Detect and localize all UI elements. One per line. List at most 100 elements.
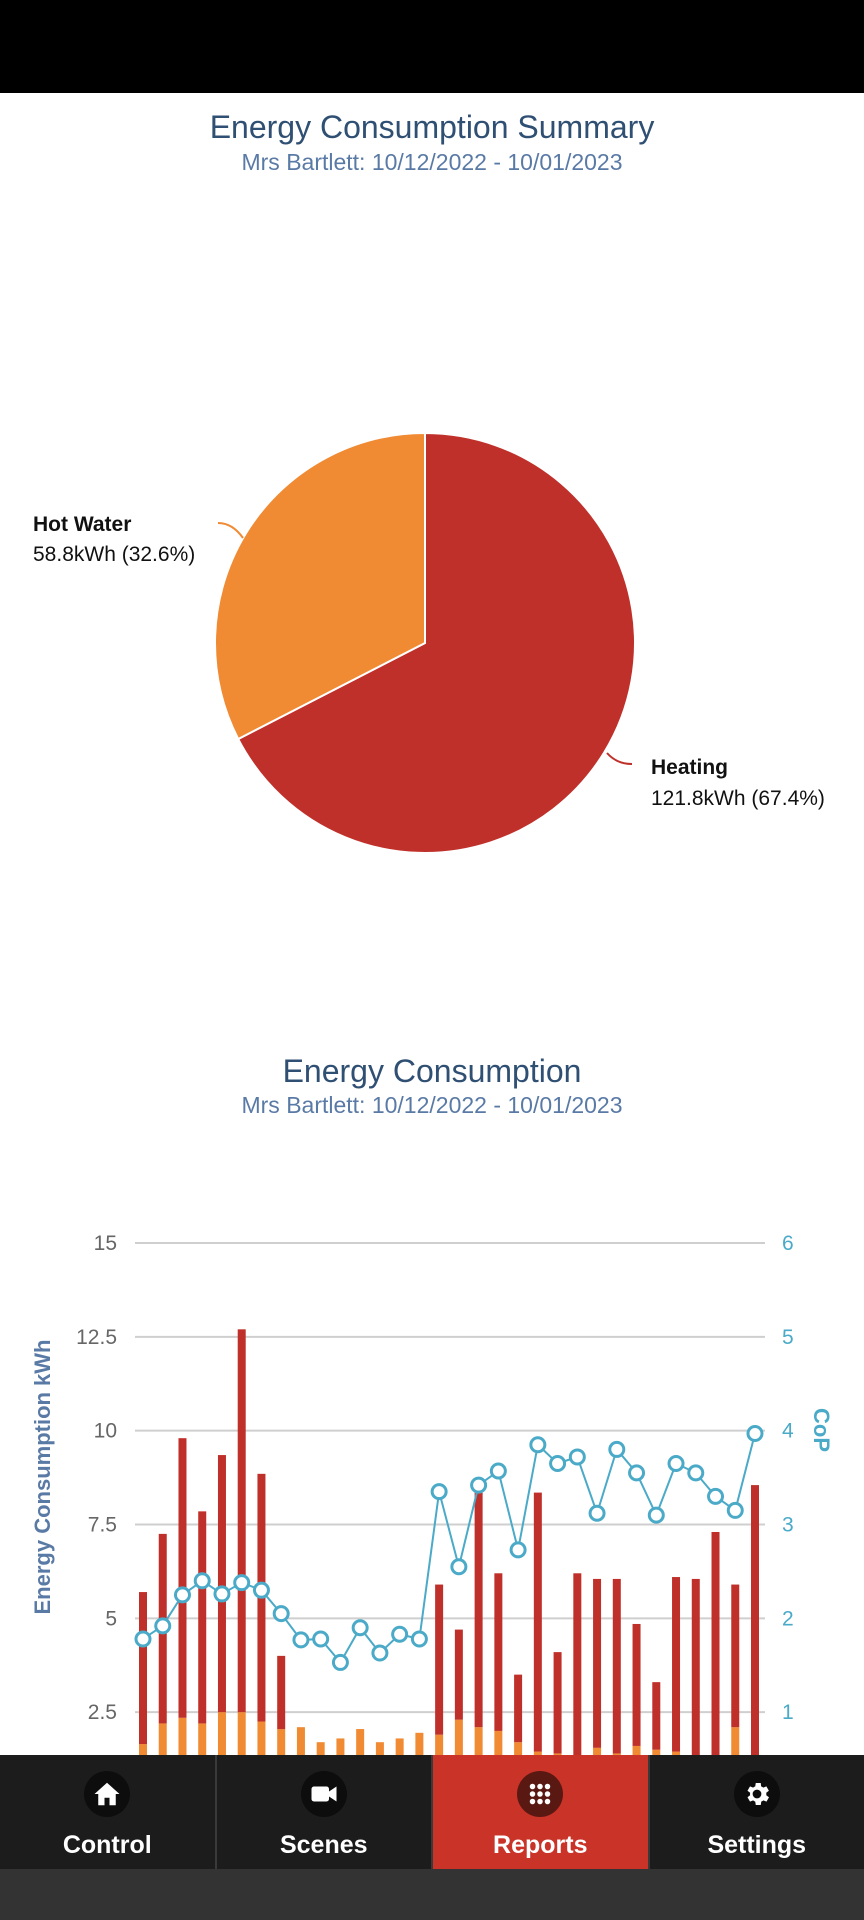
cop-point[interactable] <box>608 1440 626 1458</box>
bar-hot-water[interactable] <box>593 1747 602 1755</box>
cop-point[interactable] <box>549 1455 567 1473</box>
cop-point[interactable] <box>588 1504 606 1522</box>
bar-hot-water[interactable] <box>474 1727 483 1755</box>
bar-heating[interactable] <box>652 1682 661 1750</box>
cop-point[interactable] <box>726 1501 744 1519</box>
bar-hot-water[interactable] <box>336 1738 345 1755</box>
cop-point[interactable] <box>450 1558 468 1576</box>
bar-heating[interactable] <box>454 1629 463 1720</box>
bar-heating[interactable] <box>691 1578 700 1755</box>
cop-point[interactable] <box>233 1574 251 1592</box>
bar-hot-water[interactable] <box>612 1753 621 1755</box>
cop-point[interactable] <box>568 1448 586 1466</box>
pie-slice-heating[interactable] <box>236 431 636 854</box>
bar-hot-water[interactable] <box>316 1742 325 1755</box>
cop-point[interactable] <box>154 1617 172 1635</box>
bar-heating[interactable] <box>731 1584 740 1728</box>
bar-heating[interactable] <box>277 1655 286 1730</box>
content-scroll-area[interactable]: Energy Consumption Summary Mrs Bartlett:… <box>0 93 864 1755</box>
cop-point[interactable] <box>173 1586 191 1604</box>
cop-point[interactable] <box>193 1572 211 1590</box>
cop-point[interactable] <box>489 1462 507 1480</box>
bar-hot-water[interactable] <box>514 1742 523 1755</box>
bar-hot-water[interactable] <box>494 1730 503 1755</box>
bar-heating[interactable] <box>573 1573 582 1755</box>
bar-heating[interactable] <box>474 1492 483 1728</box>
bar-hot-water[interactable] <box>356 1729 365 1755</box>
bar-hot-water[interactable] <box>217 1712 226 1755</box>
cop-point[interactable] <box>430 1483 448 1501</box>
cop-point[interactable] <box>252 1581 270 1599</box>
cop-point[interactable] <box>746 1424 764 1442</box>
bar-heating[interactable] <box>198 1511 207 1724</box>
bar-heating[interactable] <box>751 1485 759 1755</box>
bar-hot-water[interactable] <box>415 1732 424 1755</box>
bar-heating[interactable] <box>612 1578 621 1754</box>
bar-heating[interactable] <box>533 1492 542 1752</box>
y-left-tick-label: 2.5 <box>88 1701 117 1724</box>
bar-heating[interactable] <box>593 1578 602 1748</box>
cop-point[interactable] <box>351 1619 369 1637</box>
bar-hot-water[interactable] <box>632 1745 641 1755</box>
bar-hot-water[interactable] <box>533 1751 542 1755</box>
cop-point[interactable] <box>707 1487 725 1505</box>
cop-point[interactable] <box>410 1630 428 1648</box>
nav-settings[interactable]: Settings <box>650 1755 864 1869</box>
bar-heating[interactable] <box>237 1329 246 1713</box>
bar-heating[interactable] <box>178 1438 187 1718</box>
bar-hot-water[interactable] <box>652 1749 661 1755</box>
cop-point[interactable] <box>312 1630 330 1648</box>
bar-hot-water[interactable] <box>435 1734 444 1755</box>
nav-reports-label: Reports <box>493 1831 588 1859</box>
y-left-tick-label: 15 <box>94 1232 117 1255</box>
bar-hot-water[interactable] <box>375 1742 384 1755</box>
cop-point[interactable] <box>628 1464 646 1482</box>
y-left-tick-label: 10 <box>94 1420 117 1443</box>
bar-hot-water[interactable] <box>237 1712 246 1755</box>
bar-heating[interactable] <box>672 1577 681 1752</box>
cop-point[interactable] <box>509 1541 527 1559</box>
cop-point[interactable] <box>371 1644 389 1662</box>
bar-heating[interactable] <box>217 1455 226 1713</box>
cop-point[interactable] <box>213 1585 231 1603</box>
cop-point[interactable] <box>667 1455 685 1473</box>
bar-heating[interactable] <box>632 1623 641 1746</box>
nav-control[interactable]: Control <box>0 1755 217 1869</box>
bar-heating[interactable] <box>711 1532 720 1755</box>
bar-hot-water[interactable] <box>454 1719 463 1755</box>
cop-point[interactable] <box>134 1630 152 1648</box>
bar-heating[interactable] <box>494 1573 503 1731</box>
bar-hot-water[interactable] <box>257 1721 266 1755</box>
bar-hot-water[interactable] <box>395 1738 404 1755</box>
cop-point[interactable] <box>272 1605 290 1623</box>
bar-hot-water[interactable] <box>553 1753 562 1755</box>
nav-settings-label: Settings <box>707 1831 807 1859</box>
bar-hot-water[interactable] <box>198 1723 207 1755</box>
cop-point[interactable] <box>331 1653 349 1671</box>
cop-point[interactable] <box>687 1464 705 1482</box>
nav-reports[interactable]: Reports <box>433 1755 650 1869</box>
bottom-navigation: Control Scenes Reports Settings <box>0 1755 864 1869</box>
cop-line <box>142 1433 756 1665</box>
bar-hot-water[interactable] <box>139 1744 147 1755</box>
bar-heating[interactable] <box>514 1674 523 1743</box>
bar-hot-water[interactable] <box>158 1723 167 1755</box>
status-bar <box>0 0 864 93</box>
nav-scenes[interactable]: Scenes <box>217 1755 433 1869</box>
bar-heating[interactable] <box>139 1592 147 1745</box>
bar-hot-water[interactable] <box>296 1727 305 1755</box>
bar-heating[interactable] <box>435 1584 444 1735</box>
bar-hot-water[interactable] <box>178 1717 187 1755</box>
pie-slice-hot-water[interactable] <box>214 431 426 741</box>
y-left-tick-label: 5 <box>105 1607 117 1630</box>
summary-chart-subtitle: Mrs Bartlett: 10/12/2022 - 10/01/2023 <box>241 149 623 175</box>
cop-point[interactable] <box>647 1506 665 1524</box>
cop-point[interactable] <box>292 1631 310 1649</box>
bar-hot-water[interactable] <box>672 1751 681 1755</box>
bar-heating[interactable] <box>553 1652 562 1754</box>
cop-point[interactable] <box>529 1436 547 1454</box>
cop-point[interactable] <box>391 1625 409 1643</box>
cop-point[interactable] <box>470 1476 488 1494</box>
bar-hot-water[interactable] <box>731 1727 740 1755</box>
bar-hot-water[interactable] <box>277 1729 286 1755</box>
